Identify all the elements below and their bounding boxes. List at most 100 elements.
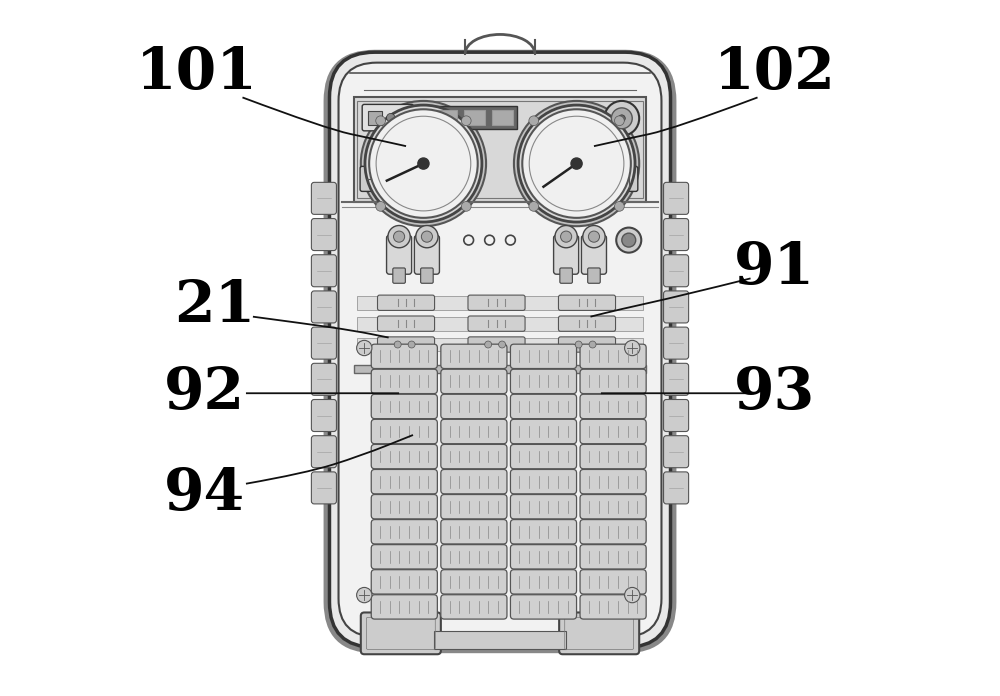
FancyBboxPatch shape xyxy=(414,235,439,274)
FancyBboxPatch shape xyxy=(468,316,525,331)
FancyBboxPatch shape xyxy=(441,594,507,619)
FancyBboxPatch shape xyxy=(580,544,646,569)
Circle shape xyxy=(361,101,486,226)
FancyBboxPatch shape xyxy=(441,569,507,594)
Circle shape xyxy=(357,587,372,603)
FancyBboxPatch shape xyxy=(510,445,577,469)
FancyBboxPatch shape xyxy=(311,219,336,251)
FancyBboxPatch shape xyxy=(311,182,336,214)
FancyBboxPatch shape xyxy=(371,445,437,469)
FancyBboxPatch shape xyxy=(510,369,577,394)
Circle shape xyxy=(583,226,605,248)
Circle shape xyxy=(529,116,539,125)
FancyBboxPatch shape xyxy=(580,519,646,544)
Circle shape xyxy=(485,341,492,348)
FancyBboxPatch shape xyxy=(560,268,572,283)
FancyBboxPatch shape xyxy=(554,235,579,274)
Circle shape xyxy=(418,158,429,169)
Text: 94: 94 xyxy=(164,466,245,522)
Circle shape xyxy=(522,109,631,218)
FancyBboxPatch shape xyxy=(441,469,507,494)
Text: 93: 93 xyxy=(734,365,816,421)
FancyBboxPatch shape xyxy=(510,494,577,519)
FancyBboxPatch shape xyxy=(361,612,441,654)
FancyBboxPatch shape xyxy=(558,295,616,310)
FancyBboxPatch shape xyxy=(664,255,689,287)
FancyBboxPatch shape xyxy=(580,369,646,394)
FancyBboxPatch shape xyxy=(510,394,577,419)
Circle shape xyxy=(622,233,636,247)
Circle shape xyxy=(518,105,635,222)
FancyBboxPatch shape xyxy=(558,337,616,352)
Circle shape xyxy=(625,587,640,603)
Circle shape xyxy=(604,101,639,136)
FancyBboxPatch shape xyxy=(558,316,616,331)
FancyBboxPatch shape xyxy=(664,363,689,395)
Circle shape xyxy=(394,231,405,242)
FancyBboxPatch shape xyxy=(510,569,577,594)
Text: 91: 91 xyxy=(734,240,815,296)
Bar xyxy=(357,317,643,331)
FancyBboxPatch shape xyxy=(510,469,577,494)
FancyBboxPatch shape xyxy=(664,291,689,323)
FancyBboxPatch shape xyxy=(664,219,689,251)
Circle shape xyxy=(416,226,438,248)
FancyBboxPatch shape xyxy=(441,445,507,469)
FancyBboxPatch shape xyxy=(664,436,689,468)
Circle shape xyxy=(514,101,639,226)
Bar xyxy=(430,106,517,129)
FancyBboxPatch shape xyxy=(510,544,577,569)
FancyBboxPatch shape xyxy=(441,519,507,544)
FancyBboxPatch shape xyxy=(339,63,661,637)
FancyBboxPatch shape xyxy=(580,594,646,619)
FancyBboxPatch shape xyxy=(371,369,437,394)
Circle shape xyxy=(615,116,624,125)
Text: 101: 101 xyxy=(136,45,258,101)
FancyBboxPatch shape xyxy=(371,494,437,519)
Bar xyxy=(354,365,646,373)
Circle shape xyxy=(499,341,506,348)
FancyBboxPatch shape xyxy=(580,569,646,594)
Text: 102: 102 xyxy=(714,45,836,101)
FancyBboxPatch shape xyxy=(441,544,507,569)
Circle shape xyxy=(376,202,385,212)
Bar xyxy=(436,110,457,125)
FancyBboxPatch shape xyxy=(559,612,639,654)
FancyBboxPatch shape xyxy=(580,419,646,444)
FancyBboxPatch shape xyxy=(613,166,638,191)
Bar xyxy=(357,338,643,351)
Circle shape xyxy=(357,340,372,356)
Circle shape xyxy=(589,341,596,348)
FancyBboxPatch shape xyxy=(371,345,437,369)
FancyBboxPatch shape xyxy=(311,291,336,323)
FancyBboxPatch shape xyxy=(311,436,336,468)
FancyBboxPatch shape xyxy=(441,394,507,419)
FancyBboxPatch shape xyxy=(441,419,507,444)
Bar xyxy=(368,111,382,125)
FancyBboxPatch shape xyxy=(664,327,689,359)
Circle shape xyxy=(575,341,582,348)
FancyBboxPatch shape xyxy=(360,166,385,191)
Circle shape xyxy=(388,226,410,248)
FancyBboxPatch shape xyxy=(664,182,689,214)
Bar xyxy=(357,296,643,310)
FancyBboxPatch shape xyxy=(371,594,437,619)
FancyBboxPatch shape xyxy=(510,345,577,369)
Bar xyxy=(354,97,646,202)
FancyBboxPatch shape xyxy=(311,327,336,359)
FancyBboxPatch shape xyxy=(311,363,336,395)
Circle shape xyxy=(618,115,625,122)
Circle shape xyxy=(611,108,632,129)
Circle shape xyxy=(625,340,640,356)
FancyBboxPatch shape xyxy=(311,400,336,432)
FancyBboxPatch shape xyxy=(468,337,525,352)
FancyBboxPatch shape xyxy=(326,52,674,651)
FancyBboxPatch shape xyxy=(441,345,507,369)
FancyBboxPatch shape xyxy=(378,337,435,352)
FancyBboxPatch shape xyxy=(421,268,433,283)
FancyBboxPatch shape xyxy=(371,544,437,569)
Bar xyxy=(464,110,485,125)
Circle shape xyxy=(461,202,471,212)
FancyBboxPatch shape xyxy=(441,494,507,519)
FancyBboxPatch shape xyxy=(581,235,606,274)
